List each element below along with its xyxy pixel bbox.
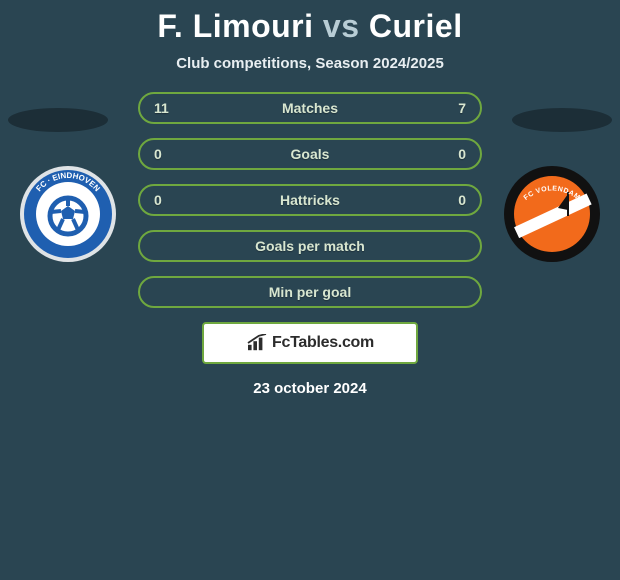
stat-left-value: 11 <box>154 100 178 116</box>
shadow-right <box>512 108 612 132</box>
stat-rows: 11 Matches 7 0 Goals 0 0 Hattricks 0 Goa… <box>138 92 482 308</box>
stat-row-goals: 0 Goals 0 <box>138 138 482 170</box>
stat-right-value: 7 <box>442 100 466 116</box>
stat-label: Goals per match <box>178 238 442 254</box>
site-badge-inner: FcTables.com <box>246 334 374 352</box>
stat-left-value: 0 <box>154 192 178 208</box>
content-area: FC · EINDHOVEN FC VOLENDAM 11 Matches 7 … <box>0 92 620 397</box>
stat-label: Goals <box>178 146 442 162</box>
date-line: 23 october 2024 <box>0 380 620 397</box>
shadow-left <box>8 108 108 132</box>
bar-chart-icon <box>246 334 268 352</box>
title-player-right: Curiel <box>369 8 463 44</box>
title-vs: vs <box>323 8 360 44</box>
subtitle: Club competitions, Season 2024/2025 <box>0 55 620 72</box>
stat-label: Hattricks <box>178 192 442 208</box>
page-title: F. Limouri vs Curiel <box>0 8 620 45</box>
stat-row-matches: 11 Matches 7 <box>138 92 482 124</box>
stat-label: Matches <box>178 100 442 116</box>
stat-left-value: 0 <box>154 146 178 162</box>
club-badge-left: FC · EINDHOVEN <box>18 164 118 264</box>
header: F. Limouri vs Curiel Club competitions, … <box>0 0 620 72</box>
stat-row-goals-per-match: Goals per match <box>138 230 482 262</box>
club-badge-right: FC VOLENDAM <box>502 164 602 264</box>
title-player-left: F. Limouri <box>157 8 313 44</box>
stat-right-value: 0 <box>442 146 466 162</box>
stat-row-hattricks: 0 Hattricks 0 <box>138 184 482 216</box>
stat-right-value: 0 <box>442 192 466 208</box>
volendam-logo-icon: FC VOLENDAM <box>502 164 602 264</box>
stat-label: Min per goal <box>178 284 442 300</box>
site-badge: FcTables.com <box>202 322 418 364</box>
eindhoven-logo-icon: FC · EINDHOVEN <box>18 164 118 264</box>
stat-row-min-per-goal: Min per goal <box>138 276 482 308</box>
site-badge-text: FcTables.com <box>272 334 374 352</box>
